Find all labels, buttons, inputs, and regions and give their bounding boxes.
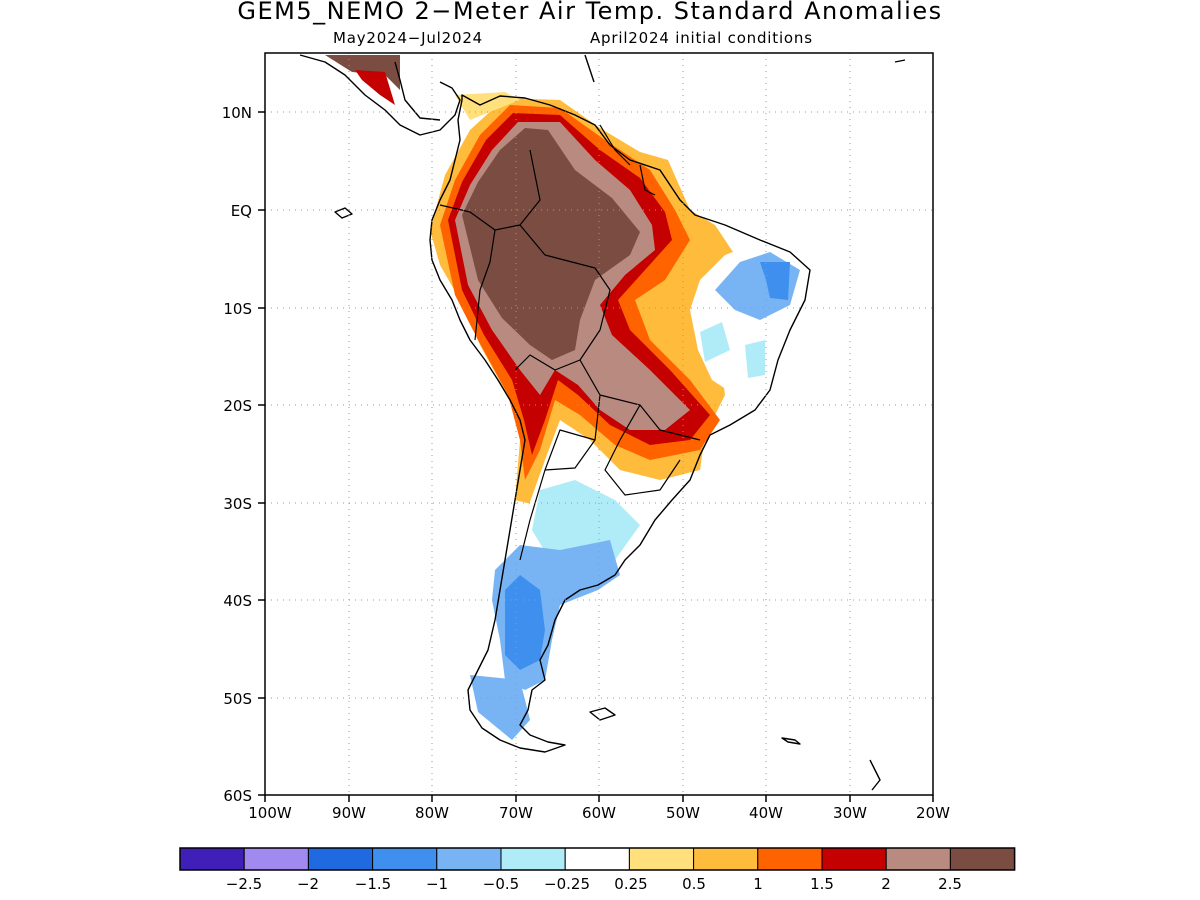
colorbar-label: 0.25 [614,875,647,893]
lat-label: 60S [223,787,252,805]
colorbar-swatch [885,847,951,871]
colorbar: −2.5 −2 −1.5 −1 −0.5 −0.25 0.25 0.5 1 1.… [179,847,1016,893]
lat-label: 40S [223,592,252,610]
sandwich-islands [869,759,881,791]
lat-label: EQ [231,202,252,220]
gridlines [265,53,933,795]
colorbar-label: −2 [297,875,319,893]
central-america-coast [299,54,461,136]
galapagos [334,207,353,219]
lat-label: 10S [223,300,252,318]
colorbar-frame [179,847,1016,871]
colorbar-label: −0.25 [544,875,590,893]
lon-label: 60W [582,804,616,822]
colorbar-swatch [307,847,374,871]
colorbar-label: −0.5 [483,875,519,893]
latitude-labels: 10N EQ 10S 20S 30S 40S 50S 60S [222,104,252,805]
forecast-period: May2024−Jul2024 [333,29,484,47]
colorbar-label: 2.5 [938,875,962,893]
anomaly-region-blue-ne [760,262,790,300]
tick-marks [258,111,934,802]
central-america-north-coast [394,61,441,121]
south-georgia [781,737,801,745]
falkland-islands [589,707,616,721]
coastlines [299,54,906,791]
colorbar-swatch [821,847,887,871]
anomaly-shading [325,55,805,740]
lon-label: 40W [749,804,783,822]
colorbar-label: 1 [753,875,763,893]
anomaly-region-lightblue-tip [470,675,530,740]
map-title: GEM5_NEMO 2−Meter Air Temp. Standard Ano… [237,0,943,25]
anomaly-region-darkbrown [462,128,640,360]
country-borders [439,124,701,561]
colorbar-swatch [500,847,566,871]
colorbar-swatch [372,847,438,871]
anomaly-region-lightyellow [455,92,520,120]
colorbar-swatch [179,847,245,871]
colorbar-swatch [757,847,823,871]
colorbar-swatch [243,847,309,871]
colorbar-label: 1.5 [810,875,834,893]
south-america-coast [429,94,811,753]
longitude-labels: 100W 90W 80W 70W 60W 50W 40W 30W 20W [248,804,950,822]
lat-label: 50S [223,690,252,708]
anomaly-region-cyan-ne [700,322,730,362]
colorbar-swatch [564,847,630,871]
lat-label: 10N [222,104,252,122]
lon-label: 80W [415,804,449,822]
lat-label: 30S [223,495,252,513]
initial-conditions: April2024 initial conditions [590,29,813,47]
colorbar-label: 2 [881,875,891,893]
colorbar-label: 0.5 [682,875,706,893]
lon-label: 90W [332,804,366,822]
anomaly-region-red-north [355,70,395,105]
colorbar-swatch [949,847,1016,871]
colorbar-swatch [436,847,502,871]
colorbar-label: −2.5 [226,875,262,893]
colorbar-swatch [628,847,695,871]
lat-label: 20S [223,397,252,415]
lon-label: 20W [916,804,950,822]
lon-label: 70W [499,804,533,822]
lon-label: 50W [666,804,700,822]
colorbar-swatch [693,847,759,871]
anomaly-region-cyan-ne2 [745,340,765,378]
anomaly-region-blue-south [505,575,545,670]
map-area [265,53,933,795]
colorbar-label: −1 [426,875,448,893]
caribbean-islands [584,54,906,83]
lon-label: 30W [833,804,867,822]
colorbar-label: −1.5 [355,875,391,893]
lon-label: 100W [248,804,292,822]
